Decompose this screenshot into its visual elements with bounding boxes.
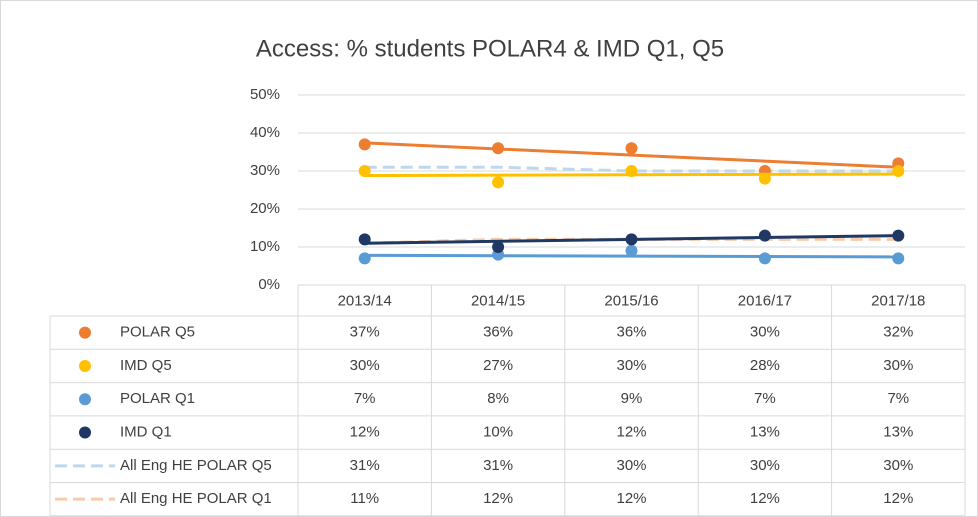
table-value: 36% xyxy=(483,324,513,341)
table-value: 7% xyxy=(754,390,776,407)
table-value: 12% xyxy=(750,490,780,507)
table-value: 13% xyxy=(883,424,913,441)
y-tick-label: 20% xyxy=(250,200,280,217)
marker xyxy=(358,138,371,151)
marker xyxy=(758,229,771,242)
marker xyxy=(758,172,771,185)
x-tick-label: 2016/17 xyxy=(738,292,792,309)
marker xyxy=(358,233,371,246)
legend-key xyxy=(79,359,91,372)
x-tick-label: 2017/18 xyxy=(871,292,925,309)
marker xyxy=(892,165,905,177)
table-value: 30% xyxy=(616,457,646,474)
table-value: 30% xyxy=(883,357,913,374)
legend-key xyxy=(79,393,91,406)
table-value: 37% xyxy=(350,324,380,341)
marker xyxy=(625,244,638,257)
table-value: 9% xyxy=(621,390,643,407)
legend-label: IMD Q5 xyxy=(120,357,172,374)
table-value: 12% xyxy=(883,490,913,507)
table-value: 7% xyxy=(354,390,376,407)
y-tick-label: 50% xyxy=(250,86,280,103)
marker xyxy=(758,252,771,265)
table-value: 31% xyxy=(483,457,513,474)
marker xyxy=(492,142,505,155)
table-value: 30% xyxy=(750,457,780,474)
table-value: 28% xyxy=(750,357,780,374)
marker xyxy=(492,176,505,189)
table-value: 12% xyxy=(483,490,513,507)
table-value: 10% xyxy=(483,424,513,441)
table-value: 30% xyxy=(616,357,646,374)
y-tick-label: 30% xyxy=(250,162,280,179)
table-value: 12% xyxy=(350,424,380,441)
y-tick-label: 0% xyxy=(258,276,280,293)
table-value: 30% xyxy=(883,457,913,474)
marker xyxy=(625,233,638,246)
marker xyxy=(892,229,905,242)
marker xyxy=(625,165,638,177)
legend-label: POLAR Q1 xyxy=(120,390,195,407)
marker xyxy=(358,252,371,265)
table-value: 30% xyxy=(350,357,380,374)
legend-label: All Eng HE POLAR Q5 xyxy=(120,457,272,474)
legend-label: All Eng HE POLAR Q1 xyxy=(120,490,272,507)
y-tick-label: 40% xyxy=(250,124,280,141)
legend-label: POLAR Q5 xyxy=(120,324,195,341)
table-value: 36% xyxy=(616,324,646,341)
x-tick-label: 2015/16 xyxy=(604,292,658,309)
y-tick-label: 10% xyxy=(250,238,280,255)
x-tick-label: 2014/15 xyxy=(471,292,525,309)
table-value: 27% xyxy=(483,357,513,374)
legend-key xyxy=(79,326,91,339)
trendline xyxy=(364,141,899,169)
marker xyxy=(625,142,638,155)
table-value: 30% xyxy=(750,324,780,341)
marker xyxy=(358,165,371,177)
table-value: 32% xyxy=(883,324,913,341)
table-value: 8% xyxy=(487,390,509,407)
legend-label: IMD Q1 xyxy=(120,424,172,441)
legend-key xyxy=(79,426,91,439)
table-value: 7% xyxy=(887,390,909,407)
marker xyxy=(492,241,505,253)
table-value: 11% xyxy=(350,490,379,507)
table-value: 13% xyxy=(750,424,780,441)
table-value: 31% xyxy=(350,457,380,474)
x-tick-label: 2013/14 xyxy=(338,292,392,309)
chart-title: Access: % students POLAR4 & IMD Q1, Q5 xyxy=(256,35,724,62)
marker xyxy=(892,252,905,265)
table-value: 12% xyxy=(616,424,646,441)
table-value: 12% xyxy=(616,490,646,507)
